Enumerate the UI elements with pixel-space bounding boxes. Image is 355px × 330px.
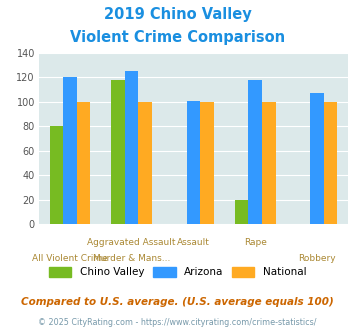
Text: © 2025 CityRating.com - https://www.cityrating.com/crime-statistics/: © 2025 CityRating.com - https://www.city…	[38, 318, 317, 327]
Bar	[248, 80, 262, 224]
Bar	[125, 71, 138, 224]
Bar	[50, 126, 63, 224]
Text: Compared to U.S. average. (U.S. average equals 100): Compared to U.S. average. (U.S. average …	[21, 297, 334, 307]
Legend: Chino Valley, Arizona, National: Chino Valley, Arizona, National	[44, 263, 311, 281]
Bar	[310, 93, 324, 224]
Bar	[324, 102, 337, 224]
Text: 2019 Chino Valley: 2019 Chino Valley	[104, 7, 251, 21]
Text: Assault: Assault	[177, 238, 210, 247]
Bar	[138, 102, 152, 224]
Bar	[63, 77, 77, 224]
Text: Robbery: Robbery	[298, 254, 336, 263]
Text: Violent Crime Comparison: Violent Crime Comparison	[70, 30, 285, 45]
Text: Murder & Mans...: Murder & Mans...	[93, 254, 170, 263]
Bar	[235, 200, 248, 224]
Text: Rape: Rape	[244, 238, 267, 247]
Bar	[262, 102, 275, 224]
Text: Aggravated Assault: Aggravated Assault	[87, 238, 176, 247]
Bar	[111, 80, 125, 224]
Text: All Violent Crime: All Violent Crime	[32, 254, 108, 263]
Bar	[187, 101, 200, 224]
Bar	[200, 102, 214, 224]
Bar	[77, 102, 90, 224]
